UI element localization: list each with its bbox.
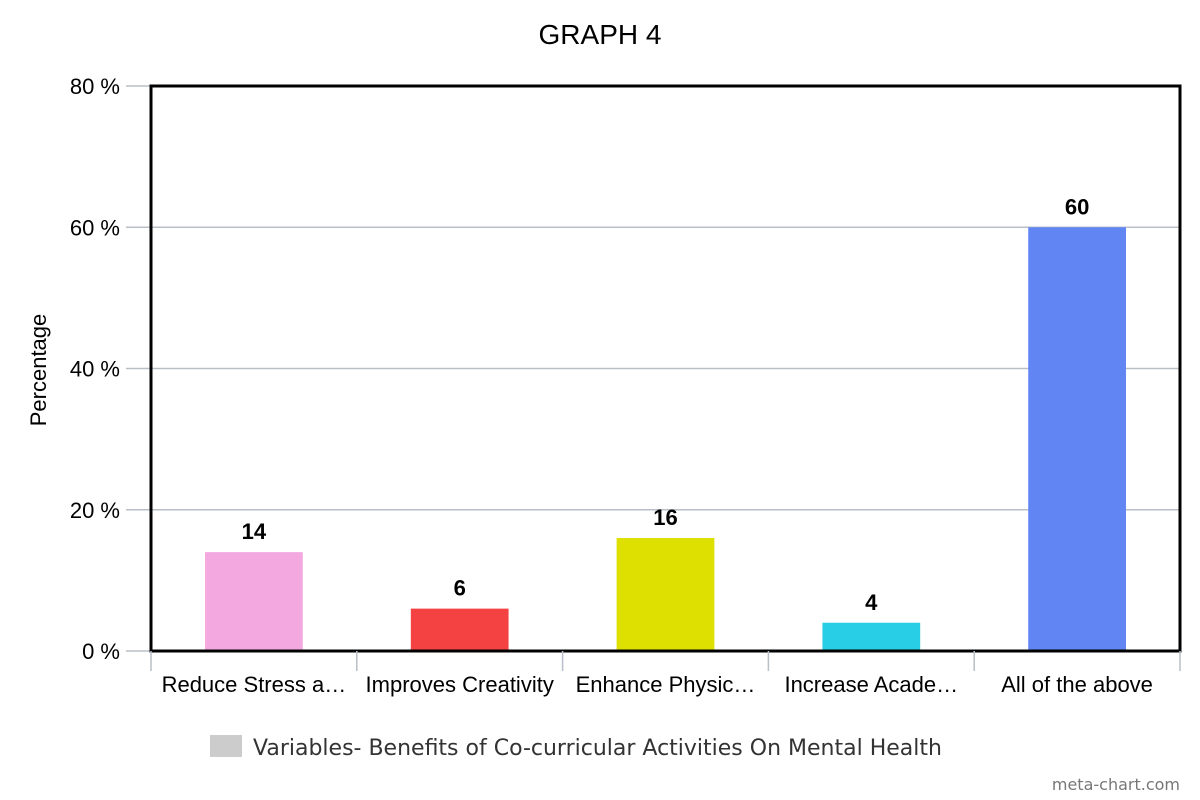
plot-frame <box>149 84 1182 653</box>
legend-label: Variables- Benefits of Co-curricular Act… <box>253 736 942 761</box>
x-tick-label: Enhance Physic… <box>576 672 756 697</box>
data-label: 6 <box>454 576 466 601</box>
bar <box>410 608 509 651</box>
y-tick-label: 0 % <box>82 639 120 664</box>
credit-text: meta-chart.com <box>1052 775 1180 794</box>
data-label: 14 <box>242 519 267 544</box>
bars: 14 6 16 4 60 <box>205 194 1126 651</box>
bar <box>1028 227 1126 651</box>
y-tick-label: 60 % <box>70 215 120 240</box>
x-axis-ticks: Reduce Stress a… Improves Creativity Enhan… <box>150 651 1181 697</box>
data-label: 16 <box>653 505 677 530</box>
y-axis-label: Percentage <box>26 314 51 427</box>
chart-title: GRAPH 4 <box>539 19 662 50</box>
x-tick-label: All of the above <box>1001 672 1153 697</box>
x-tick-label: Increase Acade… <box>784 672 958 697</box>
y-tick-label: 20 % <box>70 498 120 523</box>
legend-swatch <box>210 735 242 757</box>
data-label: 4 <box>865 590 878 615</box>
bar <box>822 622 921 651</box>
data-label: 60 <box>1065 194 1089 219</box>
x-tick-label: Reduce Stress a… <box>162 672 347 697</box>
y-tick-label: 80 % <box>70 74 120 99</box>
legend: Variables- Benefits of Co-curricular Act… <box>210 735 942 761</box>
x-tick-label: Improves Creativity <box>366 672 554 697</box>
y-tick-label: 40 % <box>70 357 120 382</box>
bar <box>616 538 715 651</box>
bar <box>205 552 303 651</box>
y-axis-ticks: 0 % 20 % 40 % 60 % 80 % <box>70 74 151 664</box>
